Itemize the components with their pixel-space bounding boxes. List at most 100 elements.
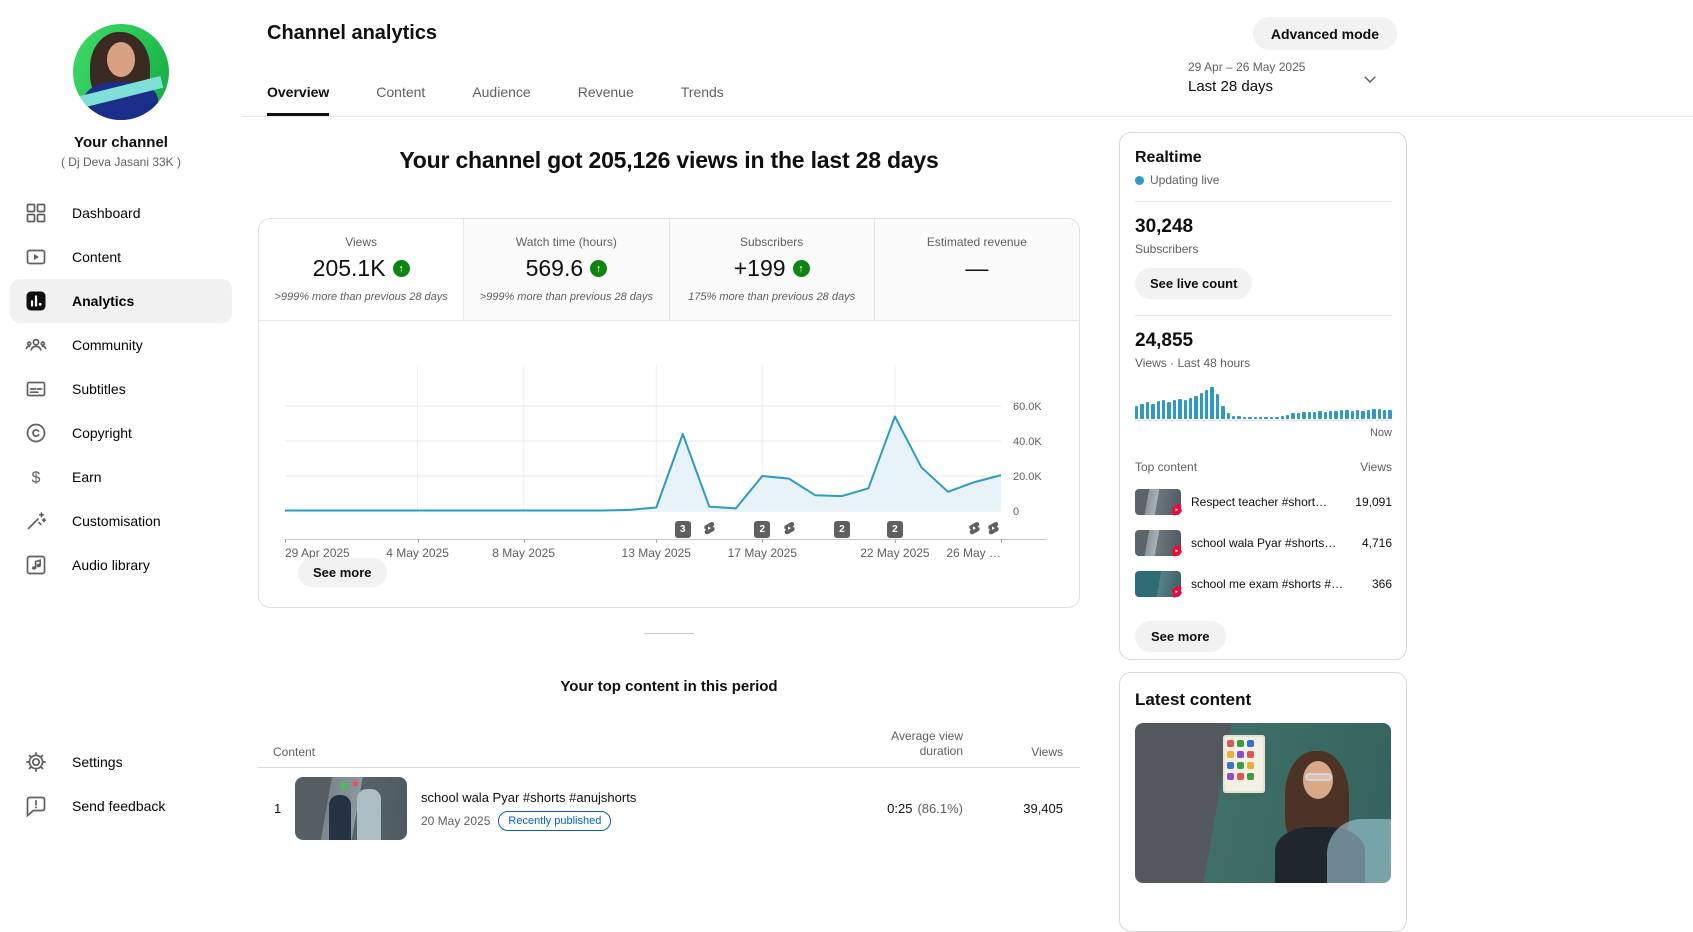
channel-name: Your channel [74, 134, 168, 151]
shorts-publish-marker-icon[interactable] [967, 521, 981, 538]
sidebar-item-earn[interactable]: $ Earn [0, 455, 242, 499]
sidebar-item-community[interactable]: Community [0, 323, 242, 367]
sparkline-bar [1356, 410, 1360, 419]
dashboard-icon [24, 201, 48, 225]
realtime-content-item[interactable]: school me exam #shorts #… 366 [1135, 571, 1392, 598]
sparkline-bar [1248, 417, 1252, 419]
views-column-label: Views [1360, 460, 1392, 474]
sparkline-bar [1280, 415, 1284, 419]
metric-card-estimated-revenue[interactable]: Estimated revenue — [873, 219, 1079, 320]
axis-tick [523, 539, 525, 543]
thumbnail-art [1223, 735, 1265, 793]
sidebar-item-label: Send feedback [72, 798, 166, 814]
metric-card-views[interactable]: Views 205.1K ↑ >999% more than previous 28 … [259, 219, 464, 320]
sparkline-bar [1140, 404, 1144, 419]
sparkline-bar [1183, 400, 1187, 419]
analytics-icon [24, 289, 48, 313]
video-title: school wala Pyar #shorts… [1191, 536, 1337, 550]
tab-trends[interactable]: Trends [680, 84, 724, 100]
video-title: Respect teacher #short… [1191, 495, 1328, 509]
publish-count-marker[interactable]: 3 [674, 521, 691, 538]
realtime-see-more-button[interactable]: See more [1135, 621, 1226, 652]
sidebar-item-content[interactable]: Content [0, 235, 242, 279]
sidebar-item-customisation[interactable]: Customisation [0, 499, 242, 543]
y-axis-label: 40.0K [1013, 436, 1042, 448]
metric-value: +199 ↑ [670, 255, 874, 282]
realtime-content-item[interactable]: school wala Pyar #shorts… 4,716 [1135, 530, 1392, 559]
axis-tick [1001, 539, 1002, 543]
tab-revenue[interactable]: Revenue [577, 84, 634, 100]
publish-count-marker[interactable]: 2 [886, 521, 903, 538]
video-thumbnail [1135, 571, 1182, 598]
advanced-mode-button[interactable]: Advanced mode [1252, 17, 1397, 50]
shorts-publish-marker-icon[interactable] [986, 521, 1000, 538]
video-title[interactable]: school wala Pyar #shorts #anujshorts [421, 790, 637, 805]
latest-video-thumbnail[interactable] [1135, 723, 1391, 883]
metric-card-watch-time-hours[interactable]: Watch time (hours) 569.6 ↑ >999% more than … [463, 219, 669, 320]
latest-content-title: Latest content [1135, 690, 1252, 709]
chevron-down-icon [1364, 76, 1377, 84]
video-thumbnail [1135, 530, 1183, 559]
sparkline-bar [1188, 397, 1193, 419]
metric-value: — [965, 255, 989, 281]
sparkline-bar [1135, 406, 1139, 419]
thumbnail-art [1305, 773, 1332, 781]
views-chart-area: 0 20.0K 40.0K 60.0K 3 2 2 2 29 Apr 2025 4 May 2… [285, 339, 1075, 584]
sparkline-bar [1226, 413, 1231, 419]
sparkline-bar [1361, 411, 1365, 419]
tab-content[interactable]: Content [376, 84, 426, 100]
audio-library-icon [24, 553, 48, 577]
publish-count-marker[interactable]: 2 [754, 521, 771, 538]
sidebar-item-label: Dashboard [72, 205, 141, 221]
metric-card-subscribers[interactable]: Subscribers +199 ↑ 175% more than previous … [668, 219, 874, 320]
video-views: 4,716 [1361, 536, 1392, 550]
sidebar-item-dashboard[interactable]: Dashboard [0, 191, 242, 235]
sidebar-item-label: Subtitles [72, 381, 126, 397]
sparkline-bar [1264, 417, 1268, 419]
sparkline-bar [1296, 412, 1301, 419]
date-range-picker[interactable]: 29 Apr – 26 May 2025 Last 28 days [1188, 60, 1379, 95]
sparkline-bar [1145, 402, 1150, 419]
sidebar-item-copyright[interactable]: Copyright [0, 411, 242, 455]
tab-audience[interactable]: Audience [472, 84, 531, 100]
sparkline-bar [1307, 412, 1311, 419]
sparkline-bar [1372, 409, 1376, 419]
earn-icon: $ [24, 465, 48, 489]
analytics-overview-card: Views 205.1K ↑ >999% more than previous 28 … [258, 218, 1080, 608]
video-views: 366 [1371, 577, 1392, 591]
tab-overview[interactable]: Overview [267, 84, 330, 116]
sidebar-item-send-feedback[interactable]: Send feedback [0, 784, 242, 828]
table-row[interactable]: 1 school wala Pyar #shorts #anujshorts 2… [258, 769, 1080, 878]
sidebar-item-subtitles[interactable]: Subtitles [0, 367, 242, 411]
metric-label: Watch time (hours) [515, 235, 617, 249]
shorts-publish-marker-icon[interactable] [782, 521, 796, 538]
channel-avatar[interactable] [73, 24, 169, 120]
page-title: Channel analytics [267, 22, 438, 44]
x-axis-label: 8 May 2025 [492, 546, 556, 560]
shorts-badge-icon [1170, 544, 1183, 559]
see-live-count-button[interactable]: See live count [1135, 268, 1253, 299]
axis-tick [762, 539, 764, 543]
shorts-publish-marker-icon[interactable] [702, 521, 716, 538]
sparkline-bar [1151, 403, 1155, 419]
sidebar-item-settings[interactable]: Settings [0, 740, 242, 784]
channel-handle: ( Dj Deva Jasani 33K ) [60, 155, 182, 169]
date-preset-text: Last 28 days [1188, 78, 1274, 95]
sidebar-item-label: Customisation [72, 513, 161, 529]
axis-tick [285, 539, 286, 543]
views-line-chart[interactable]: 0 20.0K 40.0K 60.0K [285, 339, 1075, 521]
realtime-top-content-header: Top content Views [1135, 460, 1392, 474]
realtime-card: Realtime Updating live 30,248 Subscriber… [1119, 132, 1407, 660]
date-range-text: 29 Apr – 26 May 2025 [1188, 60, 1306, 74]
realtime-content-item[interactable]: Respect teacher #short… 19,091 [1135, 489, 1392, 516]
sparkline-bar [1323, 411, 1328, 419]
metric-delta: 175% more than previous 28 days [688, 291, 856, 303]
see-more-button[interactable]: See more [298, 558, 387, 587]
metric-label: Estimated revenue [926, 235, 1027, 249]
chart-x-labels: 29 Apr 2025 4 May 2025 8 May 2025 13 May 20… [285, 546, 1001, 562]
sidebar-item-analytics[interactable]: Analytics [10, 279, 232, 323]
publish-count-marker[interactable]: 2 [833, 521, 850, 538]
views-value: 39,405 [1023, 801, 1063, 816]
sidebar-item-audio-library[interactable]: Audio library [0, 543, 242, 587]
column-header-views: Views [1031, 745, 1063, 759]
